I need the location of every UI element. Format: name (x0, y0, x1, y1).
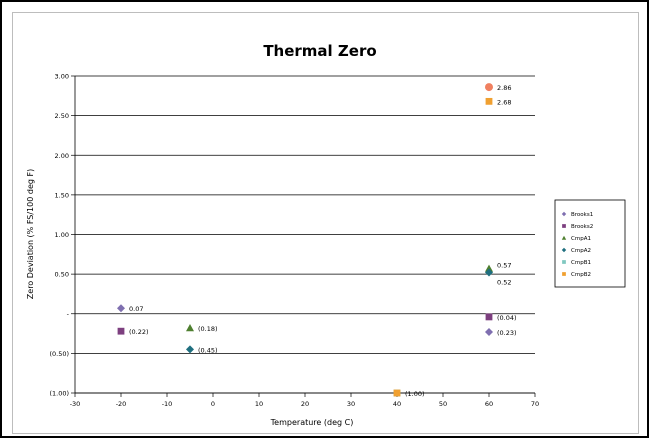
data-point-cmpa2 (485, 268, 493, 277)
x-tick-label: 50 (439, 400, 447, 408)
x-tick-label: 30 (347, 400, 355, 408)
data-point-brooks2 (117, 327, 125, 335)
x-tick-label: -10 (162, 400, 173, 408)
y-tick-label: 2.00 (55, 152, 69, 160)
x-tick-label: -30 (70, 400, 81, 408)
data-point-extra (485, 83, 493, 92)
legend-label-cmpa2: CmpA2 (571, 248, 591, 254)
y-tick-label: (0.50) (49, 350, 69, 358)
data-label: 0.57 (497, 262, 511, 270)
data-points (117, 83, 493, 397)
data-point-brooks1 (485, 327, 493, 336)
x-axis-label: Temperature (deg C) (270, 418, 354, 427)
x-tick-label: 60 (485, 400, 493, 408)
y-tick-label: 2.50 (55, 112, 69, 120)
x-tick-label: 0 (211, 400, 215, 408)
x-tick-label: 20 (301, 400, 309, 408)
y-tick-label: 0.50 (55, 271, 69, 279)
y-tick-labels: (1.00) (0.50) - 0.50 1.00 1.50 2.00 2.50 3.00 (49, 73, 69, 398)
legend: Brooks1 Brooks2 CmpA1 CmpA2 CmpB1 CmpB2 (554, 199, 626, 288)
legend-marker-cmpb1 (562, 260, 566, 264)
data-point-cmpa2 (186, 345, 194, 354)
legend-label-brooks1: Brooks1 (571, 212, 593, 218)
scatter-chart: Thermal Zero (1.00) (0.50) - 0.50 1.00 1.50 2.… (26, 42, 626, 427)
x-tick-labels: -30 -20 -10 0 10 20 30 40 50 60 70 (70, 400, 539, 408)
x-tick-label: 40 (393, 400, 401, 408)
data-label: 2.68 (497, 98, 511, 106)
legend-marker-brooks2 (562, 224, 566, 228)
legend-box (554, 199, 626, 288)
data-point-cmpa1 (186, 324, 194, 332)
legend-label-cmpa1: CmpA1 (571, 236, 591, 242)
data-label: (0.22) (129, 328, 149, 336)
y-tick-label: (1.00) (49, 390, 69, 398)
x-tick-label: -20 (116, 400, 127, 408)
legend-label-cmpb2: CmpB2 (571, 272, 591, 278)
legend-marker-cmpb2 (562, 272, 566, 276)
chart-area: Thermal Zero (1.00) (0.50) - 0.50 1.00 1.50 2.… (12, 12, 639, 434)
data-label: 0.52 (497, 279, 511, 287)
legend-label-brooks2: Brooks2 (571, 224, 593, 230)
chart-title: Thermal Zero (263, 42, 376, 60)
data-labels: 0.07 (0.23) (0.22) (0.04) (0.18) 0.57 (0.45) 0.… (129, 84, 517, 398)
data-label: (0.45) (198, 346, 218, 354)
gridlines (75, 75, 535, 394)
data-point-brooks1 (117, 304, 125, 313)
data-label: (0.23) (497, 329, 517, 337)
x-tick-label: 70 (531, 400, 539, 408)
legend-marker-cmpa2 (561, 247, 567, 253)
y-tick-label: 1.50 (55, 191, 69, 199)
x-tick-label: 10 (255, 400, 263, 408)
legend-marker-cmpa1 (561, 235, 567, 240)
data-label: 2.86 (497, 84, 511, 92)
axes (71, 75, 536, 397)
data-point-cmpa1 (485, 264, 493, 272)
y-axis-label: Zero Deviation (% FS/100 deg F) (26, 169, 35, 299)
data-label: (0.18) (198, 325, 218, 333)
data-label: (1.00) (405, 390, 425, 398)
y-tick-label: 1.00 (55, 231, 69, 239)
data-label: 0.07 (129, 305, 143, 313)
y-tick-label: 3.00 (55, 73, 69, 81)
data-point-brooks2 (485, 313, 493, 321)
y-tick-label: - (67, 310, 70, 318)
data-point-cmpb2 (393, 389, 401, 397)
data-label: (0.04) (497, 314, 517, 322)
data-point-cmpb2 (485, 97, 493, 105)
legend-marker-brooks1 (561, 211, 567, 217)
legend-label-cmpb1: CmpB1 (571, 260, 591, 266)
